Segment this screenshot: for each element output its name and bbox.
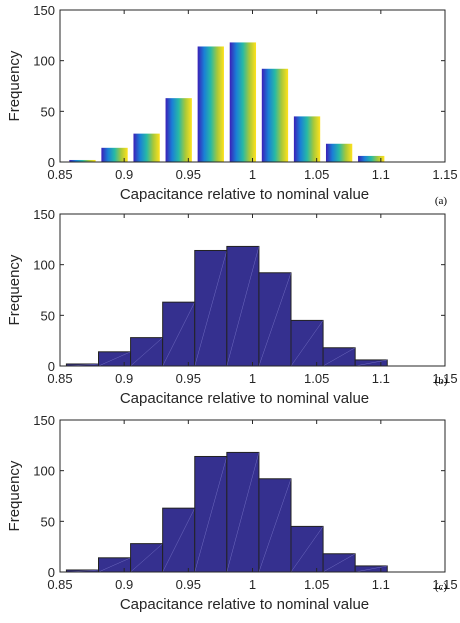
bar-hatch [162, 302, 195, 367]
bar [101, 147, 128, 162]
y-tick-label: 0 [48, 359, 55, 374]
x-tick-label: 1.15 [432, 167, 457, 182]
y-tick-label: 150 [33, 207, 55, 222]
x-tick-label: 0.95 [176, 167, 201, 182]
x-axis-label: Capacitance relative to nominal value [120, 186, 369, 203]
bar [358, 155, 385, 162]
y-tick-label: 150 [33, 413, 55, 428]
bar-hatch [162, 508, 195, 573]
x-tick-label: 1.1 [372, 167, 390, 182]
panel-label: (b) [435, 375, 448, 387]
x-tick-label: 1.1 [372, 577, 390, 592]
y-axis-label: Frequency [6, 50, 23, 121]
bar-hatch [226, 246, 260, 367]
chart-panel-c: 0.85 0.9 0.95 1 1.05 1.1 1.15 0 50 100 150 Capacita… [6, 413, 458, 613]
bar-hatch [226, 452, 260, 573]
x-tick-label: 1 [249, 371, 256, 386]
x-tick-label: 0.95 [176, 577, 201, 592]
x-tick-label: 0.85 [47, 167, 72, 182]
panel-label: (a) [435, 195, 448, 207]
bar-hatch [98, 557, 131, 573]
bar-hatch [194, 250, 228, 367]
x-tick-label: 1.15 [432, 371, 457, 386]
bar-hatch [258, 272, 292, 367]
y-tick-label: 100 [33, 464, 55, 479]
bar [293, 116, 321, 162]
bar [229, 42, 257, 162]
x-tick-label: 1.15 [432, 577, 457, 592]
bar [165, 98, 192, 162]
bar-hatch [322, 553, 356, 573]
bar-hatch [98, 351, 131, 367]
x-axis-label: Capacitance relative to nominal value [120, 390, 369, 407]
x-tick-label: 0.95 [176, 371, 201, 386]
x-tick-label: 1 [249, 577, 256, 592]
y-tick-label: 150 [33, 3, 55, 18]
x-axis-label: Capacitance relative to nominal value [120, 596, 369, 613]
bar-hatch [130, 543, 163, 573]
x-tick-label: 1.05 [304, 167, 329, 182]
bar-hatch [355, 359, 388, 367]
bar-hatch [290, 526, 324, 573]
x-tick-label: 0.85 [47, 371, 72, 386]
x-tick-label: 1.1 [372, 371, 390, 386]
bar [197, 46, 224, 163]
y-axis-label: Frequency [6, 254, 23, 325]
x-tick-label: 1 [249, 167, 256, 182]
y-tick-label: 50 [41, 514, 55, 529]
bar [133, 133, 160, 162]
chart-panel-b: 0.85 0.9 0.95 1 1.05 1.1 1.15 0 50 100 150 Capacita… [6, 207, 458, 407]
y-axis-label: Frequency [6, 460, 23, 531]
y-tick-label: 100 [33, 258, 55, 273]
bar-hatch [355, 565, 388, 573]
bar-hatch [290, 320, 324, 367]
x-tick-label: 1.05 [304, 371, 329, 386]
bar [69, 159, 96, 162]
y-tick-label: 50 [41, 308, 55, 323]
x-tick-label: 0.9 [115, 167, 133, 182]
x-tick-label: 0.85 [47, 577, 72, 592]
bar [261, 68, 289, 162]
bar-hatch [258, 478, 292, 573]
x-tick-label: 0.9 [115, 577, 133, 592]
y-tick-label: 0 [48, 155, 55, 170]
bar-hatch [322, 347, 356, 367]
y-tick-label: 0 [48, 565, 55, 580]
x-tick-label: 0.9 [115, 371, 133, 386]
x-tick-label: 1.05 [304, 577, 329, 592]
panel-label: (c) [435, 581, 448, 593]
y-tick-label: 100 [33, 54, 55, 69]
bar-hatch [130, 337, 163, 367]
y-tick-label: 50 [41, 104, 55, 119]
bar [325, 143, 353, 162]
bar-hatch [194, 456, 228, 573]
chart-panel-a: 0.85 0.9 0.95 1 1.05 1.1 1.15 0 50 100 150 Capacita… [6, 3, 458, 207]
